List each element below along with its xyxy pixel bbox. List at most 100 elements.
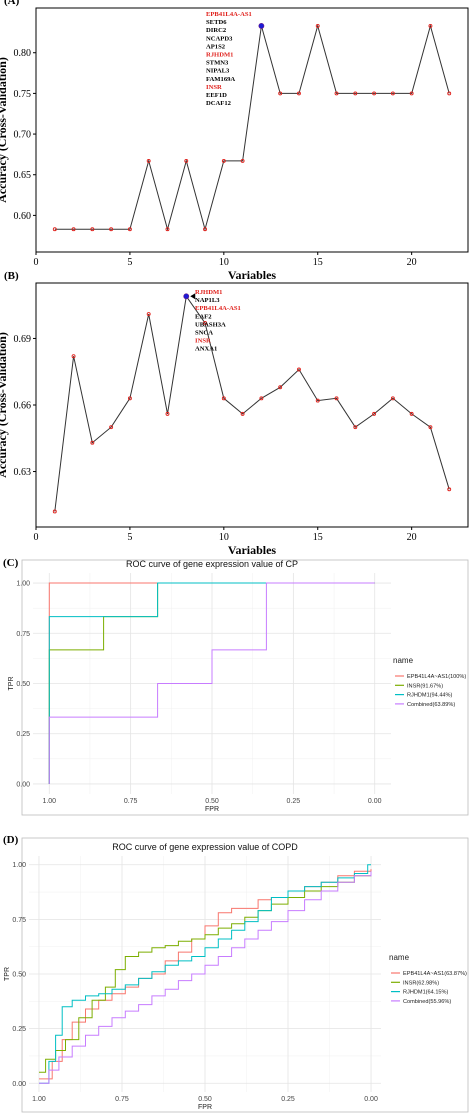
data-point — [109, 425, 114, 430]
annotation-gene-label: RJHDM1 — [195, 289, 222, 296]
data-point — [447, 487, 452, 492]
annotation-gene-label: UBASH3A — [195, 321, 226, 328]
data-point — [52, 509, 57, 514]
x-tick-label: 0 — [34, 257, 39, 268]
roc-curve-2 — [48, 582, 375, 784]
x-tick-label: 0.00 — [364, 1096, 378, 1103]
y-tick-label: 0.75 — [16, 631, 30, 638]
data-point — [240, 411, 245, 416]
data-point — [334, 91, 339, 96]
roc-curve-3 — [39, 871, 372, 1084]
annotation-gene-label: EPB41L4A-AS1 — [195, 305, 241, 312]
data-point — [52, 227, 57, 232]
data-point — [90, 440, 95, 445]
roc-curve-3 — [48, 582, 375, 784]
legend-entry-label: Combined(63.89%) — [407, 702, 455, 708]
legend-title: name — [389, 953, 410, 962]
panel-c-roc-chart: (C) ROC curve of gene expression value of… — [3, 557, 469, 816]
data-point — [390, 396, 395, 401]
panel-d-roc-chart: (D) ROC curve of gene expression value of… — [3, 834, 469, 1113]
y-tick-label: 0.75 — [14, 89, 32, 100]
y-tick-label: 0.60 — [14, 211, 32, 222]
data-point — [203, 227, 207, 232]
x-tick-label: 0.50 — [205, 798, 219, 805]
x-tick-label: 5 — [127, 532, 132, 543]
annotation-gene-label: NIPAL3 — [206, 68, 230, 75]
y-tick-label: 0.00 — [16, 781, 30, 788]
y-tick-label: 0.66 — [14, 401, 32, 412]
plot-frame — [35, 282, 469, 528]
panel-label: (C) — [3, 557, 19, 569]
x-tick-label: 0.25 — [287, 798, 301, 805]
x-tick-label: 5 — [127, 257, 132, 268]
annotation-gene-label: INSR — [195, 338, 211, 345]
data-point — [221, 158, 226, 163]
x-tick-label: 10 — [219, 532, 229, 543]
y-tick-label: 0.65 — [14, 170, 32, 181]
data-point — [353, 425, 358, 430]
y-tick-label: 0.80 — [14, 48, 32, 59]
x-tick-label: 1.00 — [42, 798, 56, 805]
data-point — [372, 411, 377, 416]
x-tick-label: 0.75 — [115, 1096, 129, 1103]
data-point — [109, 227, 114, 232]
x-tick-label: 1.00 — [32, 1096, 46, 1103]
x-tick-label: 20 — [407, 532, 417, 543]
annotation-gene-label: EPB41L4A-AS1 — [206, 11, 252, 18]
x-tick-label: 20 — [407, 257, 417, 268]
data-point — [297, 91, 301, 96]
annotation-gene-label: SETD6 — [206, 19, 227, 26]
panel-label: (D) — [3, 834, 19, 846]
y-tick-label: 0.63 — [14, 467, 32, 478]
accuracy-line — [54, 24, 450, 232]
legend-title: name — [393, 656, 414, 665]
annotation-gene-label: NAP1L3 — [195, 297, 220, 304]
accuracy-line — [54, 295, 450, 512]
annotation-gene-label: EEF1D — [206, 92, 227, 99]
annotation-gene-label: RJHDM1 — [206, 52, 233, 59]
y-axis-label: TPR — [8, 677, 15, 691]
annotation-arrowhead — [190, 293, 196, 300]
data-point — [334, 396, 339, 401]
data-point — [428, 23, 433, 28]
data-point — [221, 396, 226, 401]
legend-entry-label: EPB41L4A~AS1(100%) — [407, 674, 466, 680]
best-point — [183, 293, 190, 300]
annotation-gene-label: STMN3 — [206, 60, 229, 67]
legend-entry-label: EPB41L4A~AS1(63.87%) — [403, 971, 467, 977]
data-point — [203, 320, 207, 325]
x-tick-label: 0.50 — [198, 1096, 212, 1103]
data-point — [146, 312, 151, 317]
data-point — [146, 158, 151, 163]
data-point — [165, 411, 170, 416]
y-tick-label: 1.00 — [16, 581, 30, 588]
annotation-gene-label: ANXA1 — [195, 346, 217, 353]
x-axis-label: FPR — [205, 806, 219, 813]
annotation-gene-label: SNCA — [195, 330, 213, 337]
y-tick-label: 0.50 — [16, 681, 30, 688]
y-tick-label: 0.69 — [14, 334, 32, 345]
y-tick-label: 0.50 — [12, 972, 26, 979]
data-point — [127, 227, 132, 232]
legend-entry-label: RJHDM1(64.15%) — [403, 990, 449, 996]
data-point — [90, 227, 95, 232]
x-tick-label: 0 — [34, 532, 39, 543]
y-axis-label: TPR — [4, 967, 11, 981]
panel-a-rfe-accuracy-chart: (A) 0.60 0.65 0.70 0.75 0.80 0 5 10 15 20 Variables… — [0, 0, 469, 282]
data-point — [259, 396, 264, 401]
x-tick-label: 0.00 — [368, 798, 382, 805]
x-axis-label: FPR — [198, 1104, 212, 1111]
x-axis-label: Variables — [228, 543, 277, 557]
data-point — [372, 91, 377, 96]
annotation-gene-label: FAM169A — [206, 76, 235, 83]
data-point — [278, 385, 283, 390]
y-axis-label: Accuracy (Cross-Validation) — [0, 57, 9, 203]
data-point — [297, 367, 301, 372]
y-tick-label: 1.00 — [12, 862, 26, 869]
legend-entry-label: INSR(62.98%) — [403, 980, 439, 986]
chart-title: ROC curve of gene expression value of CO… — [112, 842, 298, 852]
y-tick-label: 0.25 — [16, 731, 30, 738]
panel-border — [21, 559, 469, 816]
